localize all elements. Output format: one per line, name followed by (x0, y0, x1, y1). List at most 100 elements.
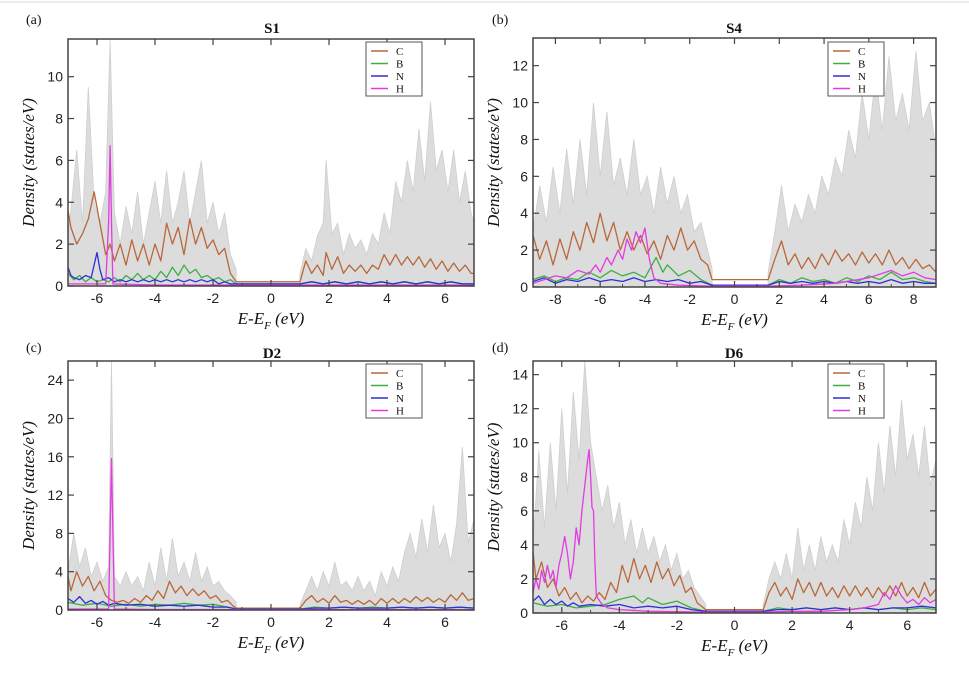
y-tick-label: 8 (520, 131, 528, 147)
panel-title: S1 (264, 21, 280, 37)
panel-letter: (c) (26, 341, 42, 356)
x-tick-label: -2 (683, 291, 696, 307)
panel-title: S4 (726, 21, 742, 37)
panel-s4: -8 -6 -4 -2 0 2 4 6 8 0 2 4 6 8 10 12 (b) S4 E-EF (eV) Dens… (484, 13, 937, 333)
total-dos-area-valence (533, 102, 713, 287)
legend-label-h: H (858, 84, 866, 96)
series-line-c (68, 191, 474, 283)
x-tick-label: -4 (639, 291, 652, 307)
y-tick-label: 2 (520, 571, 528, 587)
panel-letter: (b) (492, 13, 509, 28)
legend-box (827, 363, 885, 419)
y-tick-label: 2 (55, 236, 63, 252)
y-tick-label: 12 (512, 401, 528, 417)
x-axis-label: E-EF (eV) (700, 310, 768, 333)
y-tick-label: 4 (55, 564, 63, 580)
panel-letter: (a) (26, 13, 42, 28)
x-tick-label: 4 (820, 291, 828, 307)
y-axis-label: Density (states/eV) (484, 422, 503, 552)
x-tick-label: 4 (383, 614, 391, 630)
legend-box (365, 41, 423, 97)
y-tick-label: 4 (520, 537, 528, 553)
legend-label-c: C (396, 46, 403, 58)
plot-area (533, 50, 936, 287)
y-tick-label: 8 (55, 111, 63, 127)
total-dos-area-conduction (299, 447, 474, 610)
x-tick-label: 0 (267, 290, 275, 306)
y-tick-label: 2 (520, 242, 528, 258)
x-tick-label: 0 (731, 617, 739, 633)
y-tick-label: 8 (520, 469, 528, 485)
total-dos-area-valence (68, 39, 237, 286)
x-tick-label: -4 (149, 614, 162, 630)
x-tick-label: 6 (441, 614, 449, 630)
x-tick-label: -2 (207, 290, 220, 306)
x-tick-label: 6 (903, 617, 911, 633)
y-tick-label: 0 (520, 279, 528, 295)
x-tick-label: 2 (788, 617, 796, 633)
y-tick-label: 24 (47, 372, 63, 388)
series-line-n (68, 251, 474, 285)
x-axis-label: E-EF (eV) (700, 636, 768, 659)
series-line-h (533, 448, 936, 613)
series-line-h (533, 227, 936, 287)
legend-label-n: N (858, 71, 866, 83)
y-tick-label: 0 (520, 605, 528, 621)
y-tick-label: 10 (512, 435, 528, 451)
legend-label-h: H (396, 84, 404, 96)
total-dos-area-conduction (767, 50, 936, 287)
panel-title: D2 (263, 346, 281, 362)
y-tick-label: 6 (520, 503, 528, 519)
y-tick-label: 16 (47, 449, 63, 465)
x-tick-label: -6 (556, 617, 569, 633)
x-tick-label: -6 (91, 290, 104, 306)
y-tick-label: 6 (55, 152, 63, 168)
legend-label-c: C (858, 368, 865, 380)
y-axis-label: Density (states/eV) (19, 421, 38, 551)
y-tick-label: 4 (520, 205, 528, 221)
series-line-c (68, 571, 474, 609)
x-tick-label: 0 (731, 291, 739, 307)
y-tick-label: 0 (55, 278, 63, 294)
legend-label-b: B (858, 381, 865, 393)
y-tick-label: 14 (512, 367, 528, 383)
x-tick-label: 0 (267, 614, 275, 630)
y-tick-label: 10 (512, 95, 528, 111)
legend-label-h: H (396, 406, 404, 418)
y-tick-label: 0 (55, 602, 63, 618)
total-dos-area-valence (533, 361, 707, 613)
x-tick-label: -4 (149, 290, 162, 306)
total-dos-area-valence (68, 361, 237, 610)
x-tick-label: 4 (383, 290, 391, 306)
legend-label-b: B (858, 59, 865, 71)
y-tick-label: 4 (55, 194, 63, 210)
y-axis-label: Density (states/eV) (484, 98, 503, 228)
y-tick-label: 12 (47, 487, 63, 503)
series-line-b (533, 256, 936, 286)
y-tick-label: 12 (512, 58, 528, 74)
x-tick-label: 6 (441, 290, 449, 306)
x-tick-label: -2 (671, 617, 684, 633)
legend-label-h: H (858, 406, 866, 418)
x-tick-label: 2 (325, 290, 333, 306)
x-tick-label: 6 (865, 291, 873, 307)
total-dos-area-conduction (762, 400, 936, 613)
y-tick-label: 6 (520, 168, 528, 184)
x-axis-label: E-EF (eV) (237, 309, 305, 332)
legend-label-n: N (858, 393, 866, 405)
x-tick-label: -8 (549, 291, 562, 307)
x-tick-label: 2 (325, 614, 333, 630)
panel-s1: -6 -4 -2 0 2 4 6 0 2 4 6 8 10 (a) S1 E-EF (eV) Density (… (19, 13, 475, 332)
panel-letter: (d) (492, 341, 509, 356)
panel-d6: -6 -4 -2 0 2 4 6 0 2 4 6 8 10 12 14(d) D6 E-EF (eV) Densi… (484, 341, 937, 659)
x-tick-label: 2 (775, 291, 783, 307)
legend-label-c: C (396, 368, 403, 380)
x-tick-label: -2 (207, 614, 220, 630)
x-tick-label: 8 (910, 291, 918, 307)
x-tick-label: -6 (91, 614, 104, 630)
y-tick-label: 20 (47, 410, 63, 426)
